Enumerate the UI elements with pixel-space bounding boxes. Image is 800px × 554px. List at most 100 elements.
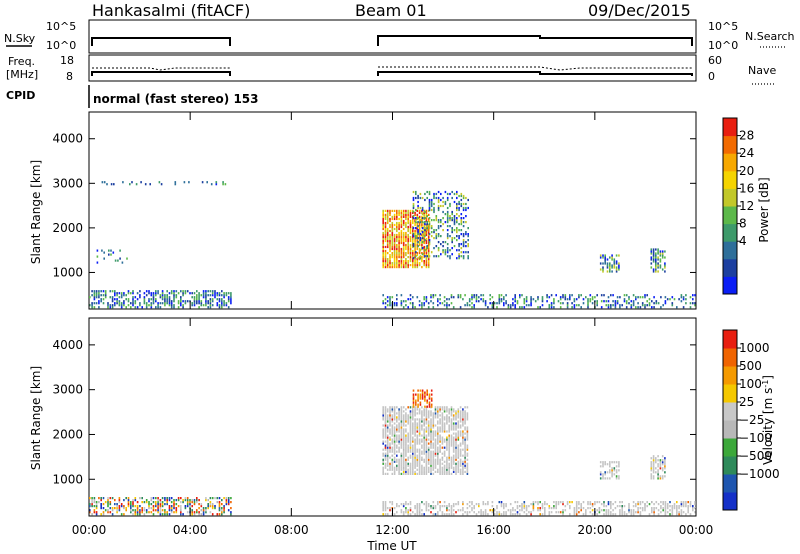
data-cell bbox=[462, 422, 464, 425]
data-cell bbox=[398, 472, 400, 475]
data-cell bbox=[509, 511, 512, 514]
data-cell bbox=[646, 294, 648, 297]
data-cell bbox=[606, 463, 609, 466]
data-cell bbox=[464, 458, 466, 461]
data-cell bbox=[611, 473, 613, 476]
data-cell bbox=[460, 223, 463, 226]
data-cell bbox=[409, 239, 412, 243]
data-cell bbox=[400, 241, 403, 245]
data-cell bbox=[391, 420, 394, 423]
data-cell bbox=[216, 292, 219, 295]
data-cell bbox=[421, 208, 424, 212]
data-cell bbox=[93, 501, 96, 504]
data-cell bbox=[114, 290, 116, 293]
data-cell bbox=[619, 296, 621, 299]
data-cell bbox=[618, 465, 620, 468]
data-cell bbox=[437, 468, 439, 471]
x-axis-label: Time UT bbox=[366, 539, 417, 553]
data-cell bbox=[473, 296, 475, 299]
data-cell bbox=[161, 513, 164, 516]
data-cell bbox=[430, 405, 433, 408]
data-cell bbox=[182, 499, 184, 502]
data-cell bbox=[389, 213, 391, 216]
data-cell bbox=[607, 501, 610, 504]
data-cell bbox=[446, 235, 449, 238]
data-cell bbox=[519, 513, 521, 516]
data-cell bbox=[650, 463, 653, 466]
data-cell bbox=[430, 403, 433, 406]
data-cell bbox=[452, 418, 455, 421]
data-cell bbox=[126, 257, 128, 260]
data-cell bbox=[221, 300, 223, 303]
data-cell bbox=[389, 448, 391, 451]
data-cell bbox=[437, 448, 439, 451]
data-cell bbox=[145, 290, 148, 293]
data-cell bbox=[209, 300, 212, 303]
data-cell bbox=[389, 300, 391, 303]
data-cell bbox=[409, 219, 412, 223]
data-cell bbox=[428, 217, 431, 220]
data-cell bbox=[666, 505, 669, 508]
data-cell bbox=[423, 438, 425, 441]
data-cell bbox=[459, 444, 462, 447]
data-cell bbox=[414, 464, 416, 467]
data-cell bbox=[441, 442, 444, 445]
data-cell bbox=[450, 466, 453, 469]
data-cell bbox=[130, 507, 132, 510]
data-cell bbox=[173, 507, 175, 510]
data-cell bbox=[614, 306, 617, 309]
data-cell bbox=[402, 432, 405, 435]
data-cell bbox=[423, 436, 425, 439]
data-cell bbox=[409, 209, 412, 212]
data-cell bbox=[409, 418, 412, 421]
data-cell bbox=[575, 505, 578, 508]
data-cell bbox=[427, 432, 430, 435]
data-cell bbox=[427, 438, 430, 441]
data-cell bbox=[566, 304, 569, 307]
data-cell bbox=[180, 497, 182, 500]
data-cell bbox=[415, 190, 417, 194]
data-cell bbox=[441, 466, 444, 469]
data-cell bbox=[391, 428, 394, 431]
data-cell bbox=[121, 261, 124, 264]
data-cell bbox=[424, 249, 426, 252]
data-cell bbox=[116, 503, 118, 506]
data-cell bbox=[209, 298, 212, 301]
colorbar-tick-label: 4 bbox=[739, 234, 747, 248]
data-cell bbox=[435, 233, 438, 236]
data-cell bbox=[657, 258, 659, 261]
data-cell bbox=[600, 294, 603, 297]
data-cell bbox=[464, 462, 466, 465]
data-cell bbox=[580, 509, 582, 512]
data-cell bbox=[611, 264, 613, 267]
data-cell bbox=[407, 440, 409, 443]
data-cell bbox=[129, 183, 131, 186]
data-cell bbox=[427, 247, 430, 251]
data-cell bbox=[609, 471, 611, 474]
data-cell bbox=[437, 452, 439, 455]
data-cell bbox=[183, 181, 186, 184]
data-cell bbox=[425, 470, 428, 473]
data-cell bbox=[585, 511, 587, 514]
data-cell bbox=[446, 440, 448, 443]
data-cell bbox=[651, 511, 653, 514]
data-cell bbox=[456, 190, 458, 194]
data-cell bbox=[467, 251, 469, 254]
data-cell bbox=[127, 298, 130, 301]
data-cell bbox=[441, 436, 444, 439]
data-cell bbox=[632, 300, 635, 303]
data-cell bbox=[150, 499, 153, 502]
data-cell bbox=[393, 436, 396, 439]
data-cell bbox=[407, 448, 409, 451]
data-cell bbox=[198, 298, 200, 301]
data-cell bbox=[446, 229, 449, 232]
data-cell bbox=[437, 406, 439, 409]
colorbar-swatch bbox=[723, 384, 737, 403]
data-cell bbox=[435, 235, 438, 238]
data-cell bbox=[191, 513, 193, 516]
data-cell bbox=[594, 503, 596, 506]
data-cell bbox=[546, 300, 548, 303]
data-cell bbox=[671, 296, 674, 299]
data-cell bbox=[409, 426, 412, 429]
data-cell bbox=[173, 499, 175, 502]
